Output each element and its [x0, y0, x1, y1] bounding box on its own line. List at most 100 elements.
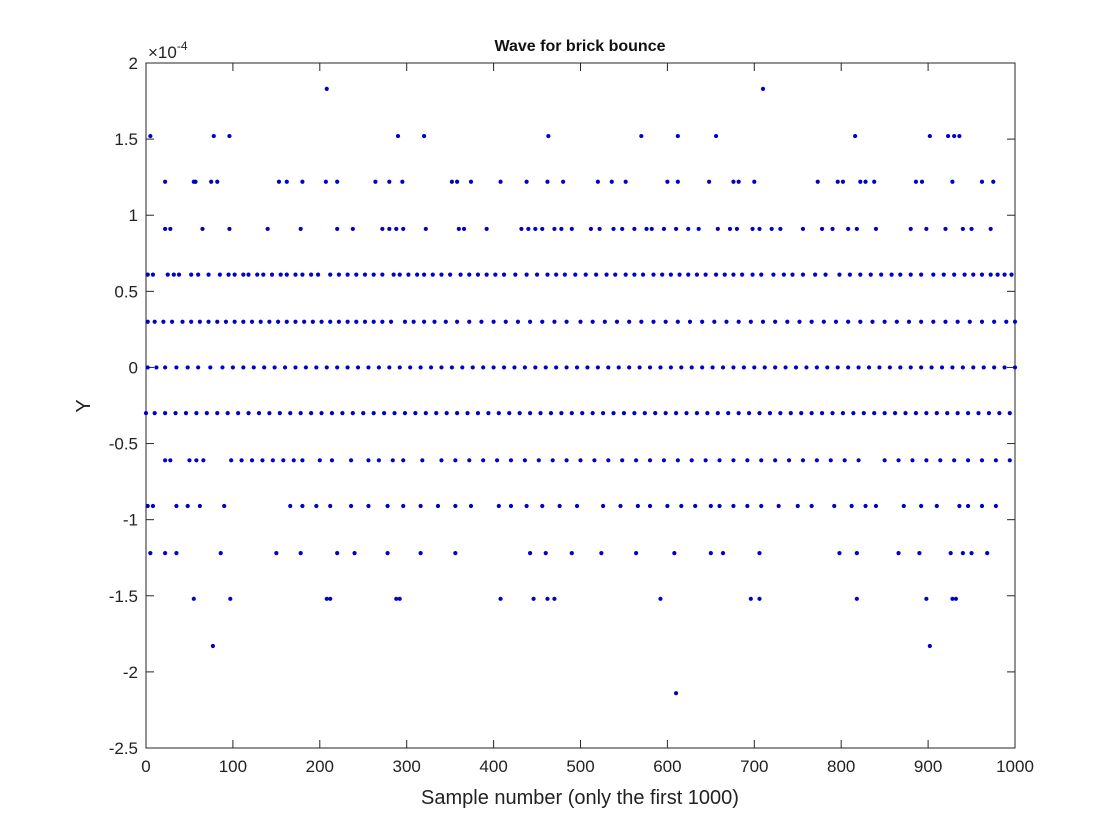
- data-point: [731, 458, 736, 463]
- data-point: [694, 411, 700, 416]
- data-point: [988, 226, 993, 232]
- data-point: [479, 319, 484, 324]
- data-point: [661, 458, 667, 463]
- data-point: [392, 411, 397, 416]
- data-point: [793, 365, 799, 370]
- data-point: [595, 365, 600, 370]
- data-point: [632, 411, 637, 416]
- data-point: [258, 319, 263, 324]
- data-point: [760, 86, 766, 91]
- data-point: [715, 226, 720, 232]
- data-point: [366, 458, 371, 463]
- data-point: [618, 503, 623, 509]
- data-point: [552, 226, 557, 232]
- data-point: [439, 272, 444, 277]
- data-point: [319, 411, 324, 416]
- data-point: [345, 319, 350, 324]
- data-point: [315, 272, 321, 277]
- data-point: [675, 133, 680, 139]
- data-point: [552, 596, 557, 601]
- data-point: [435, 503, 441, 509]
- data-point: [945, 133, 951, 139]
- data-point: [475, 411, 481, 416]
- data-point: [533, 365, 538, 370]
- data-point: [814, 365, 819, 370]
- data-point: [562, 272, 567, 277]
- data-point: [854, 226, 859, 232]
- data-point: [613, 272, 618, 277]
- data-point: [376, 365, 381, 370]
- data-point: [401, 503, 406, 509]
- data-point: [545, 596, 550, 601]
- data-point: [145, 319, 150, 324]
- data-point: [362, 272, 368, 277]
- data-point: [606, 458, 611, 463]
- data-point: [229, 458, 234, 463]
- data-point: [948, 551, 953, 556]
- data-point: [573, 272, 578, 277]
- data-point: [842, 458, 847, 463]
- data-point: [965, 503, 971, 509]
- data-point: [639, 319, 644, 324]
- data-point: [705, 411, 710, 416]
- x-tick-label: 800: [827, 757, 855, 776]
- data-point: [833, 319, 839, 324]
- data-point: [278, 272, 283, 277]
- data-point: [564, 458, 569, 463]
- data-point: [979, 458, 985, 463]
- y-tick-label: 0: [129, 358, 138, 377]
- data-point: [898, 365, 903, 370]
- data-point: [934, 503, 939, 509]
- data-point: [707, 179, 712, 184]
- data-point: [352, 551, 357, 556]
- data-point: [161, 319, 166, 324]
- y-scale-exponent: -4: [177, 39, 188, 53]
- data-point: [804, 365, 809, 370]
- data-point: [938, 458, 943, 463]
- data-point: [647, 503, 653, 509]
- data-point: [453, 458, 458, 463]
- data-point: [508, 458, 514, 463]
- data-point: [927, 643, 932, 649]
- data-point: [385, 503, 390, 509]
- data-point: [218, 551, 223, 556]
- y-tick-label: -1.5: [109, 587, 138, 606]
- data-point: [517, 411, 522, 416]
- data-point: [621, 411, 627, 416]
- data-point: [152, 411, 157, 416]
- data-point: [508, 503, 514, 509]
- data-point: [527, 551, 533, 556]
- data-point: [908, 365, 913, 370]
- data-point: [206, 319, 211, 324]
- data-point: [694, 272, 700, 277]
- data-point: [786, 458, 792, 463]
- data-point: [543, 551, 548, 556]
- data-point: [227, 226, 232, 232]
- x-tick-label: 700: [740, 757, 768, 776]
- data-point: [439, 458, 444, 463]
- data-point: [335, 365, 340, 370]
- data-point: [362, 319, 368, 324]
- data-point: [1002, 272, 1007, 277]
- data-point: [300, 179, 305, 184]
- data-point: [569, 226, 574, 232]
- data-point: [430, 272, 435, 277]
- data-point: [421, 319, 427, 324]
- data-point: [174, 503, 179, 509]
- data-point: [185, 503, 190, 509]
- data-point: [150, 503, 156, 509]
- data-point: [771, 272, 776, 277]
- data-point: [971, 365, 976, 370]
- data-point: [574, 503, 580, 509]
- data-point: [524, 272, 529, 277]
- data-point: [924, 596, 929, 601]
- data-point: [679, 503, 684, 509]
- data-point: [328, 503, 333, 509]
- data-point: [745, 503, 750, 509]
- data-point: [494, 458, 500, 463]
- data-point: [969, 226, 974, 232]
- data-point: [700, 365, 705, 370]
- data-point: [736, 179, 741, 184]
- data-point: [391, 272, 396, 277]
